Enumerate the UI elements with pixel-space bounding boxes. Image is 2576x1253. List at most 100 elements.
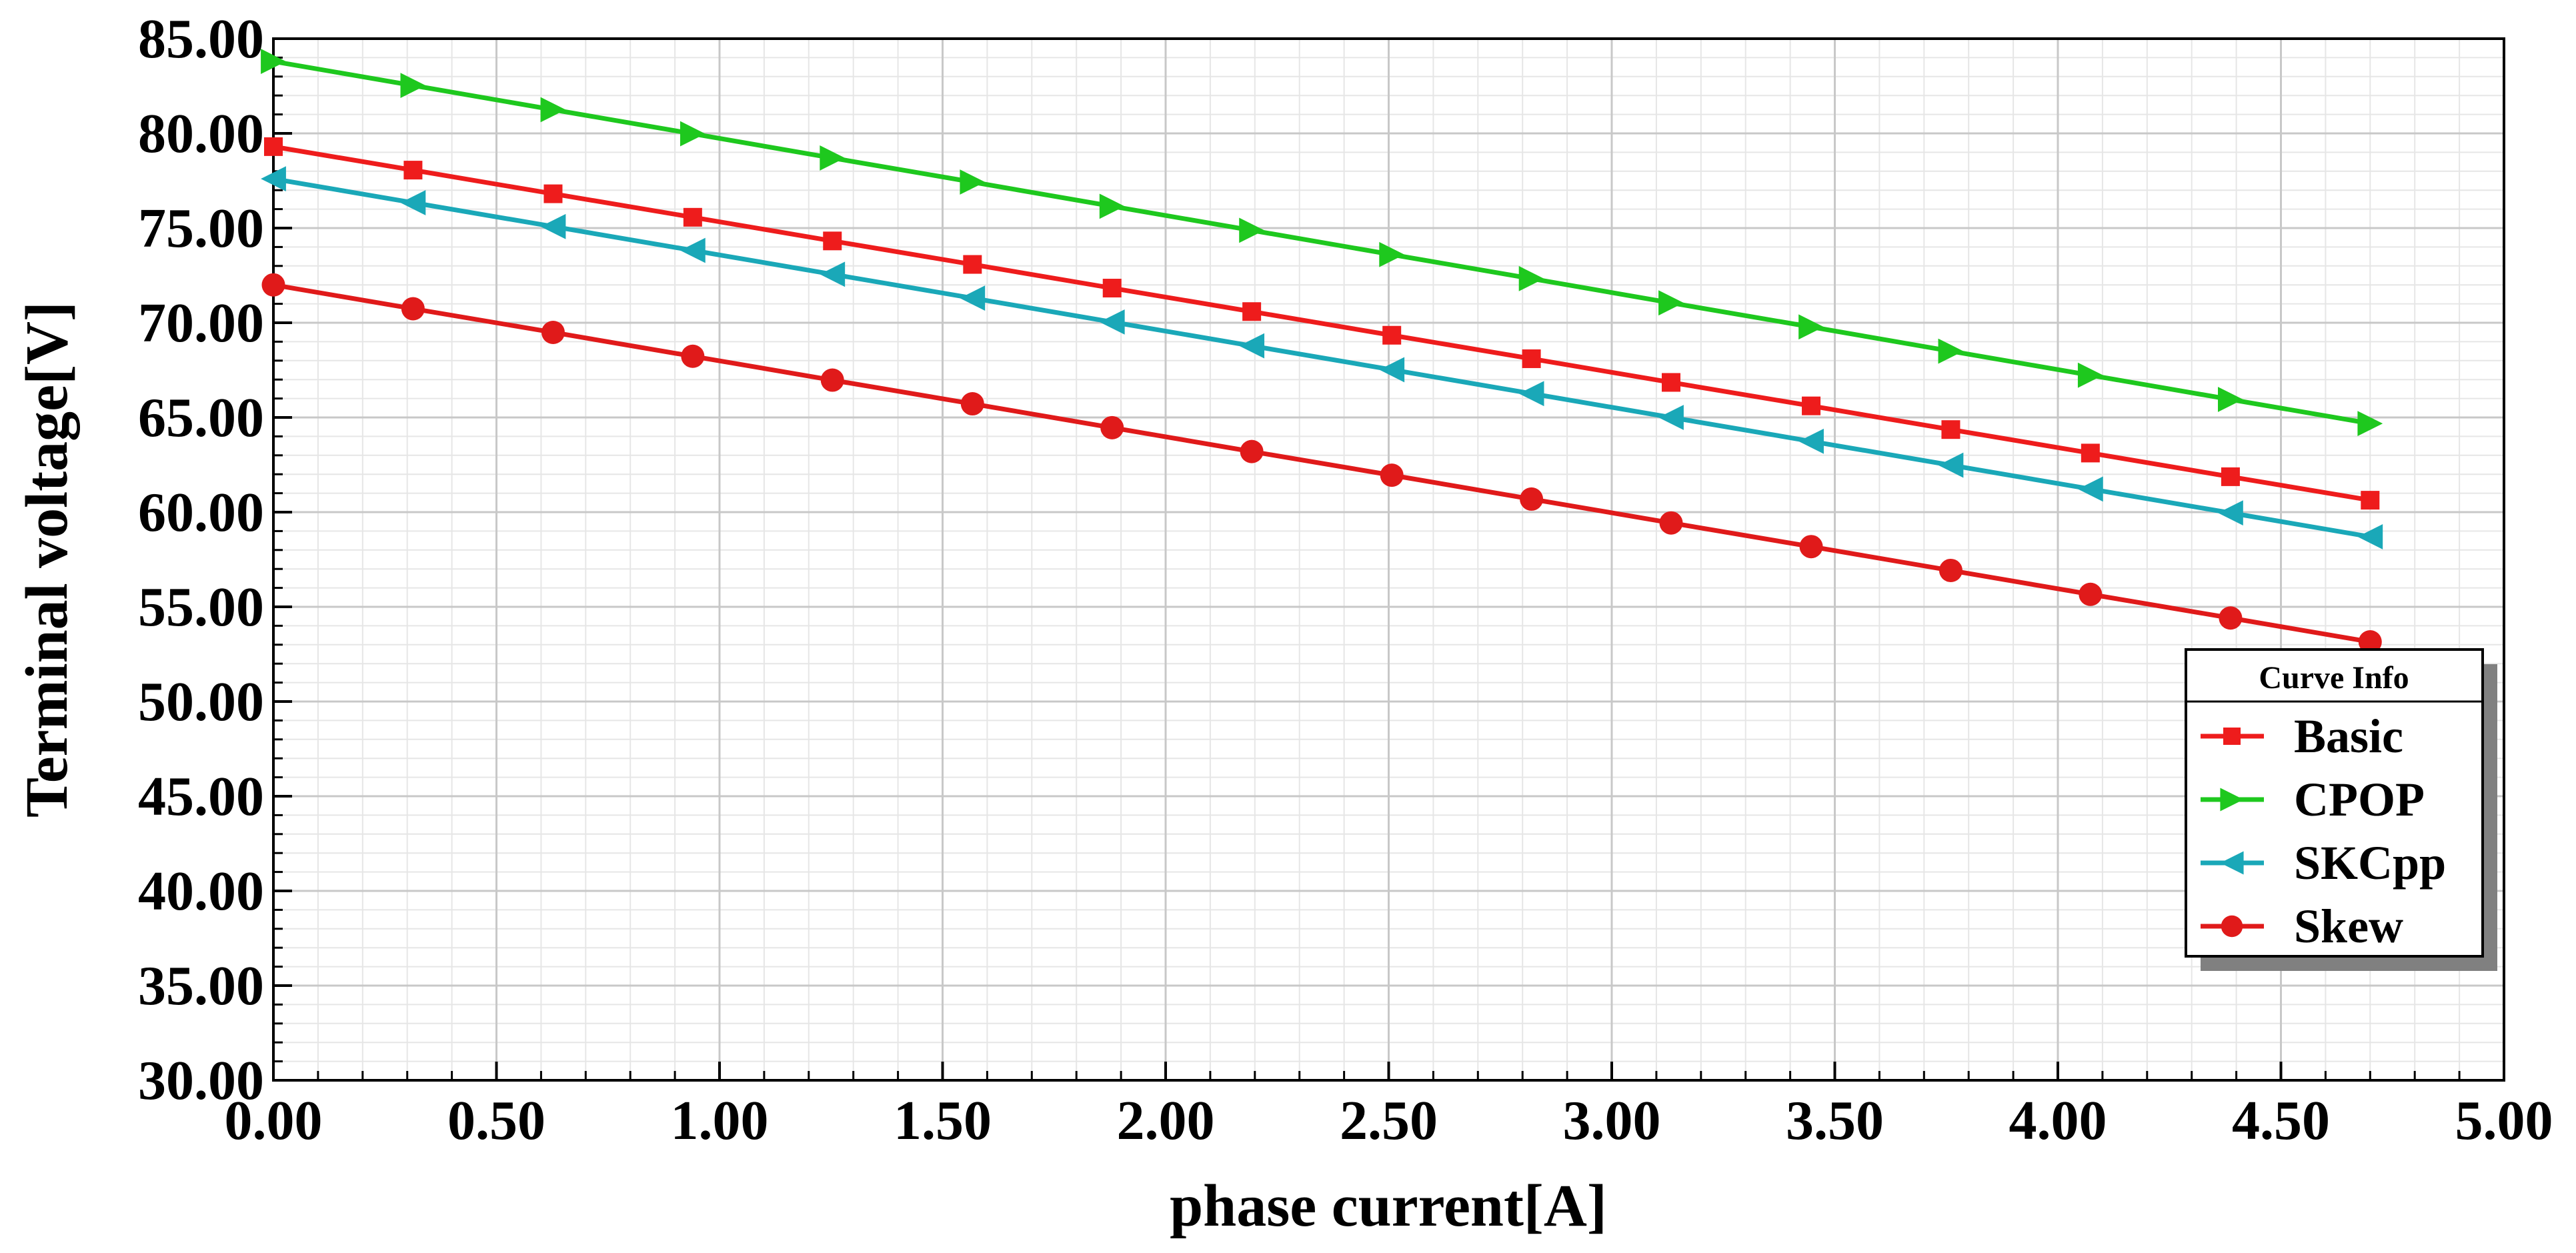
data-point-skew [2219, 606, 2243, 630]
data-point-skcpp [680, 237, 706, 263]
data-point-skcpp [1099, 309, 1125, 335]
data-point-skcpp [960, 285, 986, 311]
x-tick-label: 2.50 [1340, 1090, 1438, 1152]
data-point-skcpp [400, 190, 426, 215]
data-point-skcpp [540, 213, 566, 239]
x-tick-label: 3.00 [1563, 1090, 1661, 1152]
x-tick-label: 2.00 [1117, 1090, 1215, 1152]
x-tick-label: 3.50 [1786, 1090, 1884, 1152]
data-point-basic [403, 161, 423, 180]
data-point-skew [261, 273, 285, 297]
data-point-skew [960, 392, 984, 416]
x-tick-label: 0.50 [447, 1090, 545, 1152]
data-point-skew [541, 320, 565, 344]
data-point-basic [1941, 420, 1961, 439]
y-tick-label: 75.00 [138, 197, 264, 259]
legend-item-cpop: CPOP [2201, 773, 2425, 826]
data-point-skcpp [2218, 500, 2243, 526]
y-tick-label: 85.00 [138, 8, 264, 70]
data-point-skew [1659, 511, 1683, 535]
series-skcpp [261, 166, 2383, 549]
legend-items: Basic CPOP SKCpp Skew [2201, 710, 2446, 953]
data-point-skew [1520, 487, 1544, 511]
series-line-skcpp [273, 176, 2371, 539]
legend-marker-basic [2223, 728, 2241, 745]
y-tick-label: 35.00 [138, 955, 264, 1017]
data-point-cpop [1658, 290, 1684, 316]
data-point-skcpp [261, 166, 286, 192]
data-point-cpop [2218, 387, 2243, 412]
legend-item-basic: Basic [2201, 710, 2403, 763]
x-axis-title: phase current[A] [1170, 1173, 1607, 1239]
data-point-cpop [1379, 241, 1405, 267]
legend-marker-skcpp [2220, 851, 2244, 875]
series-line-basic [273, 144, 2371, 503]
data-point-skcpp [1658, 405, 1684, 430]
x-tick-label: 4.00 [2009, 1090, 2107, 1152]
data-point-cpop [2357, 411, 2383, 436]
data-point-cpop [1239, 217, 1265, 243]
data-point-skcpp [1938, 452, 1964, 478]
legend-item-skew: Skew [2201, 900, 2403, 953]
data-point-cpop [2077, 362, 2103, 388]
data-point-basic [1242, 302, 1262, 321]
y-tick-label: 70.00 [138, 292, 264, 354]
data-point-skcpp [1379, 357, 1405, 383]
y-tick-label: 45.00 [138, 766, 264, 828]
data-point-basic [1522, 349, 1541, 368]
legend-title: Curve Info [2259, 660, 2409, 696]
data-point-skcpp [2077, 476, 2103, 502]
y-tick-label: 65.00 [138, 387, 264, 449]
data-point-skew [820, 368, 844, 392]
data-point-skew [2358, 630, 2382, 654]
x-tick-label: 5.00 [2455, 1090, 2553, 1152]
legend-label-cpop: CPOP [2294, 773, 2425, 826]
legend: Curve Info Basic CPOP SKCpp Skew [2185, 648, 2497, 971]
data-point-basic [823, 231, 842, 251]
grid-major [273, 39, 2504, 1080]
data-point-skcpp [1239, 333, 1265, 359]
data-point-basic [1802, 396, 1821, 415]
data-point-cpop [1938, 338, 1964, 364]
y-tick-label: 80.00 [138, 103, 264, 165]
data-point-basic [1382, 325, 1402, 345]
y-tick-label: 60.00 [138, 481, 264, 543]
x-tick-label: 4.50 [2232, 1090, 2330, 1152]
y-axis-title: Terminal voltage[V] [14, 301, 80, 818]
data-point-skew [1240, 439, 1264, 463]
data-point-skew [1939, 558, 1963, 582]
data-point-basic [1661, 373, 1680, 392]
y-tick-label: 55.00 [138, 576, 264, 638]
data-point-skcpp [1518, 381, 1544, 407]
data-point-basic [264, 137, 283, 156]
series-line-cpop [273, 59, 2371, 426]
y-tick-label: 30.00 [138, 1050, 264, 1112]
y-tick-label: 40.00 [138, 860, 264, 922]
x-tick-label: 0.00 [225, 1090, 323, 1152]
y-tick-label: 50.00 [138, 671, 264, 733]
series-cpop [261, 49, 2383, 436]
data-point-basic [543, 184, 563, 203]
data-point-skew [681, 344, 705, 368]
data-point-basic [2081, 443, 2100, 463]
legend-marker-cpop [2220, 788, 2244, 812]
x-axis: 0.00 0.50 1.00 1.50 2.00 2.50 3.00 3.50 4.00 4.50… [225, 1062, 2553, 1152]
data-point-basic [2361, 491, 2380, 510]
data-point-cpop [400, 73, 426, 99]
data-point-skew [1380, 463, 1404, 487]
data-point-skew [1100, 415, 1124, 439]
data-point-cpop [960, 169, 986, 195]
data-point-skcpp [1798, 428, 1824, 454]
data-point-cpop [261, 49, 286, 74]
data-point-cpop [1099, 193, 1125, 219]
data-point-cpop [1798, 314, 1824, 340]
data-point-skcpp [820, 261, 846, 287]
legend-item-skcpp: SKCpp [2201, 836, 2446, 890]
data-point-cpop [1518, 265, 1544, 291]
data-point-cpop [540, 97, 566, 123]
data-point-basic [2221, 467, 2240, 486]
data-point-basic [963, 255, 982, 274]
data-point-skew [2079, 582, 2103, 606]
y-axis: 30.00 35.00 40.00 45.00 50.00 55.00 60.00 65.00… [138, 8, 292, 1112]
